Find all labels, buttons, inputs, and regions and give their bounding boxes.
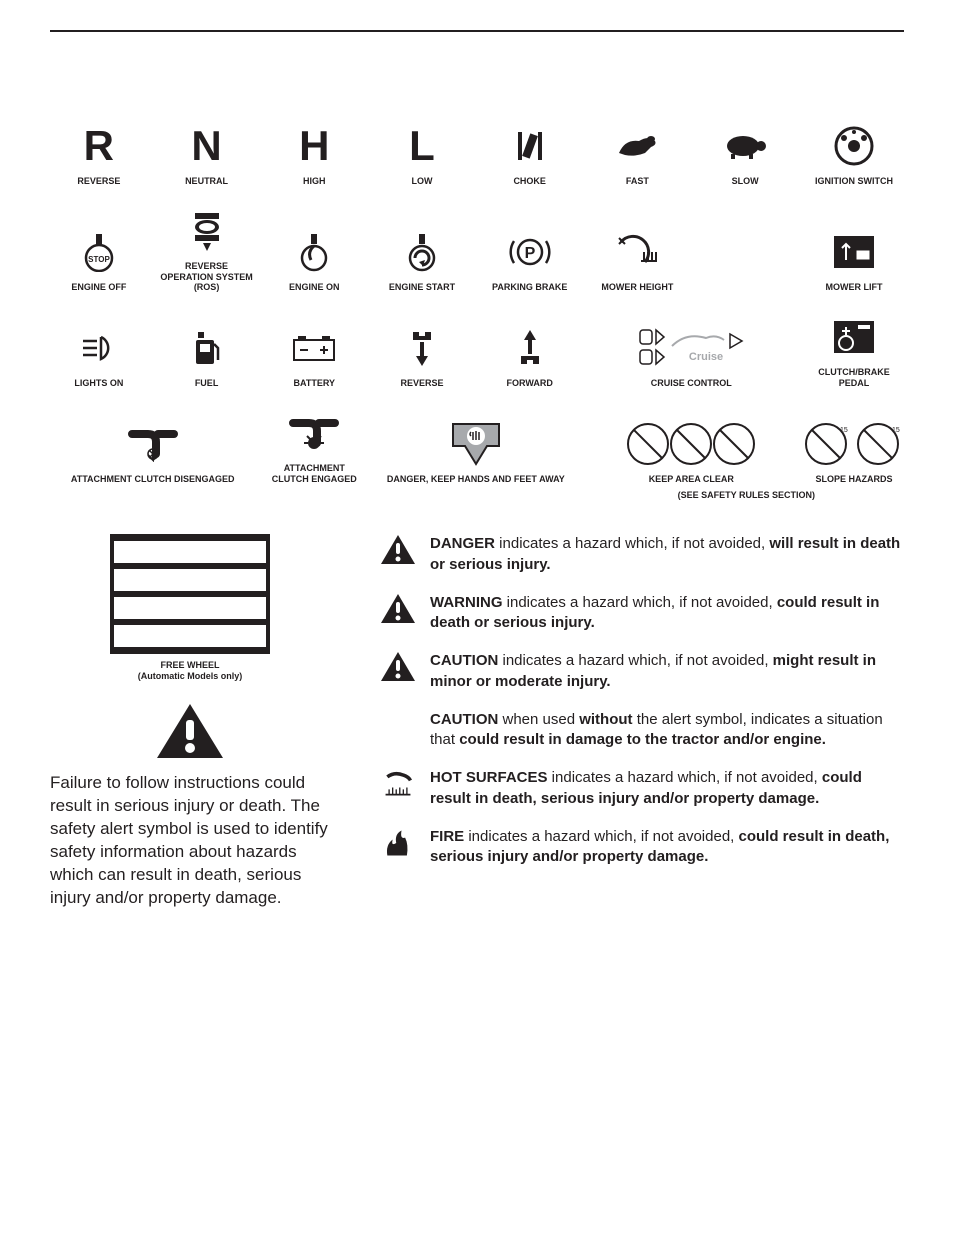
alert-body-text: Failure to follow instructions could res… <box>50 772 330 910</box>
svg-text:P: P <box>524 245 535 262</box>
free-wheel-diagram <box>110 534 270 654</box>
stop-icon: STOP <box>82 232 116 272</box>
svg-text:STOP: STOP <box>88 255 110 264</box>
keep-clear-icon <box>626 422 756 466</box>
engine-start-icon <box>405 232 439 272</box>
sym-clutch-brake: CLUTCH/BRAKE PEDAL <box>804 313 904 389</box>
hazard-danger: DANGER indicates a hazard which, if not … <box>380 534 904 575</box>
sym-lights: LIGHTS ON <box>50 324 148 389</box>
sym-reverse: R REVERSE <box>50 122 148 187</box>
svg-text:15: 15 <box>892 427 900 434</box>
sym-choke: CHOKE <box>481 122 579 187</box>
sym-reverse-arrow: REVERSE <box>373 324 471 389</box>
alert-triangle-icon <box>155 702 225 762</box>
sym-slope: 1515 SLOPE HAZARDS <box>804 420 904 485</box>
ros-icon <box>189 209 225 253</box>
cruise-icon: Cruise <box>636 326 746 370</box>
sym-clutch-dis: ATTACHMENT CLUTCH DISENGAGED <box>50 420 255 485</box>
sym-forward-arrow: FORWARD <box>481 324 579 389</box>
battery-icon <box>292 334 336 362</box>
horizontal-rule <box>50 30 904 32</box>
symbol-grid: R REVERSE N NEUTRAL H HIGH L LOW CHOKE F… <box>50 122 904 504</box>
alert-icon <box>380 534 416 566</box>
mower-height-icon <box>615 234 659 270</box>
danger-hands-icon <box>449 420 503 468</box>
sym-parking-brake: P PARKING BRAKE <box>481 228 579 293</box>
sym-clutch-eng: ATTACHMENT CLUTCH ENGAGED <box>265 409 363 485</box>
turtle-icon <box>723 132 767 160</box>
sym-fast: FAST <box>589 122 687 187</box>
sym-ros: REVERSE OPERATION SYSTEM (ROS) <box>158 207 256 293</box>
hazard-caution-noalert: CAUTION when used without the alert symb… <box>380 710 904 751</box>
sym-neutral: N NEUTRAL <box>158 122 256 187</box>
engine-on-icon <box>297 232 331 272</box>
hazard-hot: HOT SURFACES indicates a hazard which, i… <box>380 768 904 809</box>
forward-arrow-icon <box>517 328 543 368</box>
reverse-arrow-icon <box>409 328 435 368</box>
fuel-icon <box>192 330 222 366</box>
slope-icon: 1515 <box>804 422 904 466</box>
rabbit-icon <box>615 131 659 161</box>
sym-battery: BATTERY <box>265 324 363 389</box>
letter-n: N <box>191 125 221 167</box>
clutch-dis-icon <box>128 426 178 462</box>
letter-h: H <box>299 125 329 167</box>
clutch-eng-icon <box>289 415 339 451</box>
alert-icon <box>380 651 416 683</box>
sym-danger-hands: DANGER, KEEP HANDS AND FEET AWAY <box>373 420 578 485</box>
svg-text:Cruise: Cruise <box>689 351 723 363</box>
parking-icon: P <box>509 231 551 273</box>
sym-engine-on: ENGINE ON <box>265 228 363 293</box>
sym-mower-height: MOWER HEIGHT <box>589 228 687 293</box>
letter-r: R <box>84 125 114 167</box>
sym-engine-start: ENGINE START <box>373 228 471 293</box>
sym-keep-clear: KEEP AREA CLEAR <box>589 420 794 485</box>
sym-slow: SLOW <box>696 122 794 187</box>
spacer-icon <box>380 710 416 742</box>
letter-l: L <box>409 125 435 167</box>
sym-fuel: FUEL <box>158 324 256 389</box>
fire-icon <box>380 827 416 859</box>
alert-icon <box>380 593 416 625</box>
sym-ignition: IGNITION SWITCH <box>804 122 904 187</box>
sym-engine-off: STOP ENGINE OFF <box>50 228 148 293</box>
sym-cruise: Cruise CRUISE CONTROL <box>589 324 794 389</box>
mower-lift-icon <box>832 234 876 270</box>
sym-high: H HIGH <box>265 122 363 187</box>
hot-surface-icon <box>380 768 416 800</box>
clutch-brake-icon <box>832 319 876 355</box>
svg-text:15: 15 <box>840 427 848 434</box>
free-wheel-label: FREE WHEEL (Automatic Models only) <box>50 660 330 682</box>
hazard-fire: FIRE indicates a hazard which, if not av… <box>380 827 904 868</box>
sym-mower-lift: MOWER LIFT <box>804 228 904 293</box>
hazard-definitions: DANGER indicates a hazard which, if not … <box>380 534 904 909</box>
choke-icon <box>512 128 548 164</box>
hazard-caution: CAUTION indicates a hazard which, if not… <box>380 651 904 692</box>
bottom-section: FREE WHEEL (Automatic Models only) Failu… <box>50 534 904 909</box>
ignition-icon <box>834 126 874 166</box>
lights-icon <box>79 333 119 363</box>
hazard-warning: WARNING indicates a hazard which, if not… <box>380 593 904 634</box>
sym-low: L LOW <box>373 122 471 187</box>
